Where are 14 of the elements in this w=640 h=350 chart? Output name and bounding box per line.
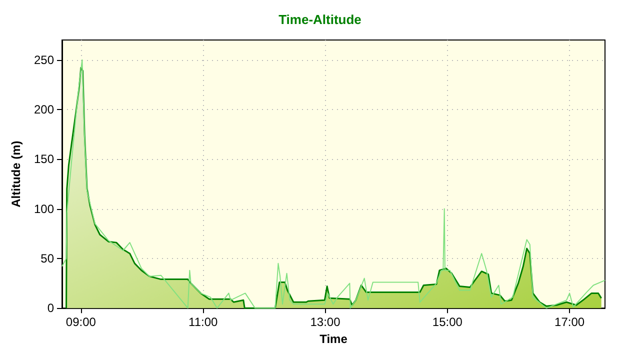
y-tick-label: 150 [34, 152, 54, 166]
y-tick-label: 0 [47, 301, 54, 316]
x-axis-title: Time [320, 332, 348, 346]
y-tick-label: 200 [34, 102, 54, 117]
y-tick-label: 100 [34, 202, 54, 216]
x-tick-label: 09:00 [66, 315, 96, 330]
y-axis-title: Altitude (m) [9, 140, 23, 208]
y-tick-label: 50 [40, 251, 54, 266]
x-tick-label: 17:00 [554, 315, 585, 330]
x-tick-label: 15:00 [432, 315, 463, 330]
chart-title: Time-Altitude [278, 12, 362, 27]
y-tick-label: 250 [34, 52, 54, 67]
x-tick-label: 11:00 [188, 315, 218, 330]
x-tick-label: 13:00 [310, 315, 341, 330]
